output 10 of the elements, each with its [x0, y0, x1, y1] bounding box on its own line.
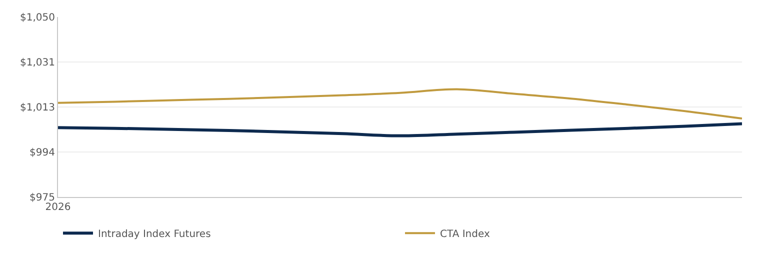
- x-tick-label: 2026: [45, 202, 71, 213]
- legend-label: Intraday Index Futures: [98, 229, 211, 240]
- y-tick-label: $1,013: [20, 102, 55, 114]
- line-series: [58, 122, 742, 138]
- y-tick-label: $1,050: [20, 12, 55, 24]
- line-series: [58, 88, 742, 120]
- legend-label: CTA Index: [440, 229, 490, 240]
- y-tick-label: $1,031: [20, 58, 55, 68]
- y-tick-label: $994: [30, 148, 55, 158]
- y-tick-label: $975: [30, 192, 55, 204]
